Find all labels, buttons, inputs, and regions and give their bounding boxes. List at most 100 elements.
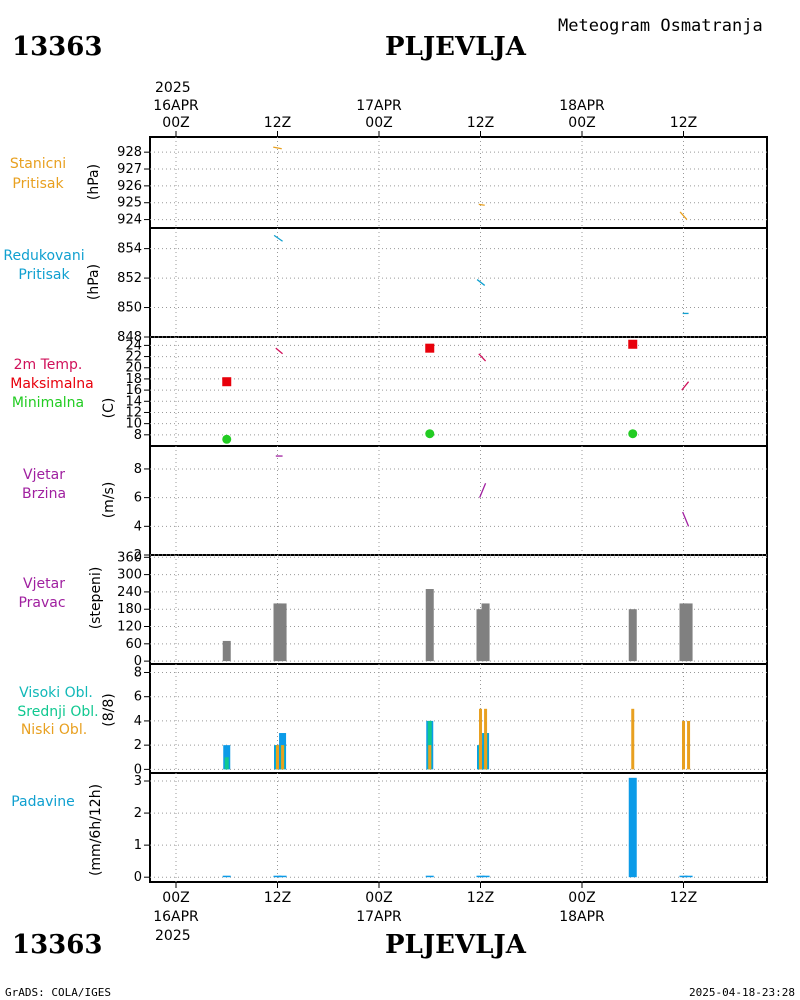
meteogram-title: Meteogram Osmatranja [558,16,763,36]
svg-text:Srednji Obl.: Srednji Obl. [17,704,98,720]
min-temp-marker [628,429,638,439]
cloud-low-bar [276,745,279,770]
y-tick-label: 928 [117,145,142,160]
hour-label-top: 12Z [264,115,291,131]
y-tick-label: 6 [134,491,142,506]
y-tick-label: 852 [117,271,142,286]
y-tick-label: 8 [134,462,142,477]
y-tick-label: 20 [125,361,142,376]
day-label-bottom: 17APR [356,909,402,925]
y-tick-label: 240 [117,585,142,600]
y-tick-label: 0 [134,870,142,885]
svg-text:(m/s): (m/s) [101,482,117,519]
hour-label-bottom: 12Z [670,890,697,906]
svg-text:Niski Obl.: Niski Obl. [21,722,87,738]
temperature-segment [275,347,283,355]
y-tick-label: 1 [134,838,142,853]
cloud-low-bar [479,708,482,770]
temperature-segment [478,353,487,362]
panel-frame [149,663,768,774]
svg-text:Vjetar: Vjetar [23,576,65,592]
y-tick-label: 120 [117,620,142,635]
y-tick-label: 180 [117,602,142,617]
precip-bar [278,875,287,878]
wind-direction-bar [684,603,693,662]
day-label-bottom: 18APR [559,909,605,925]
precip-bar [222,875,231,878]
day-label-top: 18APR [559,98,605,114]
svg-text:Visoki Obl.: Visoki Obl. [19,685,93,701]
temperature-segment [681,381,690,391]
bottom-time-axis: 00Z 12Z 00Z 12Z 00Z 12Z 16APR 17APR 18APR [153,890,697,925]
render-timestamp: 2025-04-18-23:28 [689,986,795,999]
precip-bar [481,875,490,878]
y-tick-label: 850 [117,301,142,316]
label-temperature: 2m Temp. Maksimalna Minimalna (C) [10,357,117,418]
precip-bar [628,777,637,878]
max-temp-marker [628,339,638,349]
svg-text:(8/8): (8/8) [101,693,117,726]
station-pressure-segment [679,211,688,221]
reduced-pressure-segment [273,234,283,242]
station-name-bottom: PLJEVLJA [385,930,527,960]
y-tick-label: 16 [125,383,142,398]
y-tick-label: 8 [134,428,142,443]
plot-area: 9249259269279288488508528548101214161820… [117,131,768,888]
wind-direction-bar [679,603,688,662]
hour-label-top: 00Z [568,115,595,131]
y-tick-label: 924 [117,213,142,228]
hour-label-bottom: 00Z [365,890,392,906]
y-tick-label: 18 [125,372,142,387]
max-temp-marker [222,377,232,387]
y-tick-label: 0 [134,762,142,777]
y-tick-label: 60 [125,637,142,652]
wind-direction-bar [476,609,485,662]
svg-text:Redukovani: Redukovani [3,248,84,264]
cloud-low-bar [631,708,635,770]
y-tick-label: 927 [117,162,142,177]
svg-text:Maksimalna: Maksimalna [10,376,94,392]
y-tick-label: 8 [134,665,142,680]
svg-text:(C): (C) [101,398,117,419]
hour-label-top: 12Z [467,115,494,131]
panel-frame [149,336,768,447]
label-precip: Padavine (mm/6h/12h) [11,784,104,876]
label-wind-speed: Vjetar Brzina (m/s) [22,467,117,518]
y-tick-label: 24 [125,338,142,353]
y-tick-label: 854 [117,242,142,257]
wind-direction-bar [425,589,434,662]
y-tick-label: 10 [125,417,142,432]
station-id-top: 13363 [12,32,102,62]
y-tick-label: 360 [117,550,142,565]
day-label-top: 16APR [153,98,199,114]
svg-text:Brzina: Brzina [22,486,66,502]
svg-text:Padavine: Padavine [11,794,75,810]
hour-label-top: 00Z [162,115,189,131]
label-clouds: Visoki Obl. Srednji Obl. Niski Obl. (8/8… [17,685,117,738]
svg-text:Pritisak: Pritisak [18,267,70,283]
precip-bar [476,875,485,878]
hour-label-top: 12Z [670,115,697,131]
y-tick-label: 22 [125,350,142,365]
precip-bar [273,875,282,878]
day-label-bottom: 16APR [153,909,199,925]
cloud-low-bar [281,745,285,770]
svg-text:2m Temp.: 2m Temp. [14,357,83,373]
y-tick-label: 926 [117,179,142,194]
wind-direction-bar [481,603,490,662]
y-tick-label: 925 [117,196,142,211]
reduced-pressure-segment [476,279,486,286]
y-tick-label: 3 [134,774,142,789]
hour-label-bottom: 12Z [467,890,494,906]
y-tick-label: 848 [117,330,142,345]
svg-text:Stanicni: Stanicni [10,156,66,172]
year-bottom: 2025 [155,928,191,944]
station-pressure-segment [273,146,282,150]
panel-frame [149,136,768,229]
hour-label-bottom: 00Z [162,890,189,906]
panel-frame [149,227,768,338]
wind-direction-bar [278,603,287,662]
y-tick-label: 12 [125,405,142,420]
cloud-low-bar [428,745,432,770]
hour-label-bottom: 12Z [264,890,291,906]
